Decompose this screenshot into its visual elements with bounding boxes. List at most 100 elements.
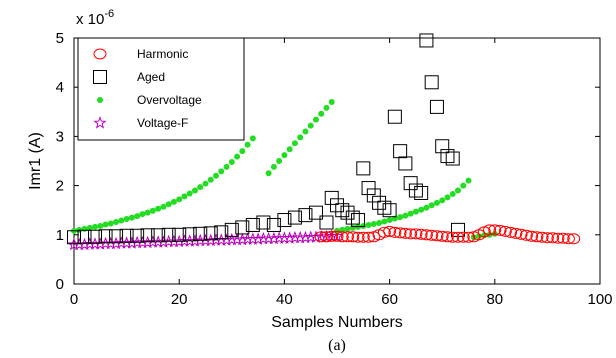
harmonic-point	[498, 225, 512, 237]
overvoltage-point	[218, 168, 225, 175]
y-exponent: -6	[104, 8, 114, 20]
overvoltage-point	[276, 158, 283, 164]
harmonic-point	[388, 226, 402, 238]
series-aged	[67, 33, 465, 245]
overvoltage-point	[454, 187, 461, 194]
overvoltage-point	[365, 221, 372, 228]
harmonic-point	[356, 231, 370, 243]
y-axis: 0 1 2 3 4 5	[56, 30, 600, 293]
harmonic-point	[362, 231, 376, 243]
harmonic-point	[419, 229, 433, 241]
overvoltage-point	[165, 201, 172, 208]
y-tick-label: 0	[56, 276, 64, 293]
aged-point	[77, 229, 92, 244]
overvoltage-point	[102, 221, 109, 228]
overvoltage-point	[449, 190, 456, 197]
harmonic-point	[540, 232, 554, 244]
overvoltage-point	[323, 104, 330, 111]
aged-point	[109, 229, 124, 244]
voltage-f-point	[188, 234, 202, 247]
legend-marker-overvoltage	[97, 97, 103, 103]
overvoltage-point	[149, 207, 156, 214]
aged-point	[193, 226, 208, 241]
overvoltage-point	[407, 210, 414, 217]
harmonic-point	[551, 232, 565, 244]
aged-point	[424, 75, 439, 90]
legend-items: Harmonic Aged Overvoltage Voltage-F	[93, 47, 202, 130]
overvoltage-point	[318, 110, 325, 117]
harmonic-point	[430, 230, 444, 242]
voltage-f-point	[125, 236, 139, 249]
overvoltage-point	[97, 222, 104, 229]
aged-point	[335, 203, 350, 218]
voltage-f-point	[235, 232, 249, 246]
aged-point	[67, 230, 81, 245]
harmonic-point	[341, 231, 355, 243]
overvoltage-point	[123, 216, 130, 223]
overvoltage-point	[344, 225, 351, 232]
y-multiplier-text: x 10	[76, 11, 104, 28]
aged-point	[277, 213, 292, 228]
aged-point	[245, 217, 260, 232]
x-axis-label: Samples Numbers	[271, 314, 403, 331]
overvoltage-point	[134, 213, 141, 220]
voltage-f-point	[298, 230, 313, 244]
overvoltage-point	[302, 128, 309, 135]
overvoltage-point	[412, 208, 419, 215]
harmonic-point	[377, 226, 391, 238]
aged-point	[398, 156, 413, 171]
overvoltage-point	[244, 141, 251, 148]
aged-point	[172, 227, 187, 242]
overvoltage-point	[176, 196, 183, 203]
overvoltage-point	[181, 193, 188, 200]
overvoltage-point	[376, 219, 383, 226]
harmonic-point	[346, 231, 360, 243]
harmonic-point	[425, 229, 439, 241]
overvoltage-point	[197, 184, 204, 191]
overvoltage-point	[386, 217, 393, 224]
overvoltage-point	[265, 170, 272, 177]
harmonic-point	[398, 227, 412, 239]
aged-point	[450, 222, 465, 237]
overvoltage-point	[312, 116, 319, 123]
harmonic-point	[451, 231, 465, 243]
overvoltage-point	[328, 98, 335, 105]
overvoltage-point	[397, 214, 404, 221]
y-multiplier: x 10-6	[76, 8, 114, 28]
aged-point	[256, 215, 271, 230]
aged-point	[130, 228, 145, 243]
y-tick-label: 3	[56, 128, 64, 145]
overvoltage-point	[86, 224, 93, 231]
legend-label-overvoltage: Overvoltage	[137, 93, 202, 107]
overvoltage-point	[92, 223, 99, 230]
aged-point	[151, 228, 166, 243]
series-harmonic	[314, 224, 581, 245]
aged-point	[308, 205, 323, 220]
overvoltage-point	[402, 212, 409, 219]
overvoltage-point	[307, 122, 314, 129]
overvoltage-point	[460, 182, 467, 189]
harmonic-point	[414, 228, 428, 240]
harmonic-point	[404, 228, 418, 240]
aged-point	[351, 213, 366, 228]
aged-point	[393, 144, 408, 159]
overvoltage-point	[202, 180, 209, 187]
harmonic-point	[435, 230, 449, 242]
x-tick-label: 20	[171, 291, 188, 308]
overvoltage-point	[439, 197, 446, 204]
y-tick-label: 1	[56, 227, 64, 244]
overvoltage-point	[107, 220, 114, 227]
overvoltage-point	[423, 204, 430, 211]
harmonic-point	[446, 231, 460, 243]
y-tick-label: 2	[56, 178, 64, 195]
overvoltage-point	[113, 219, 120, 226]
aged-point	[361, 181, 376, 196]
overvoltage-point	[444, 194, 451, 201]
aged-point	[266, 217, 281, 232]
harmonic-point	[530, 231, 544, 243]
aged-point	[235, 220, 250, 235]
overvoltage-point	[297, 134, 304, 141]
aged-point	[435, 139, 450, 154]
harmonic-point	[325, 230, 339, 242]
